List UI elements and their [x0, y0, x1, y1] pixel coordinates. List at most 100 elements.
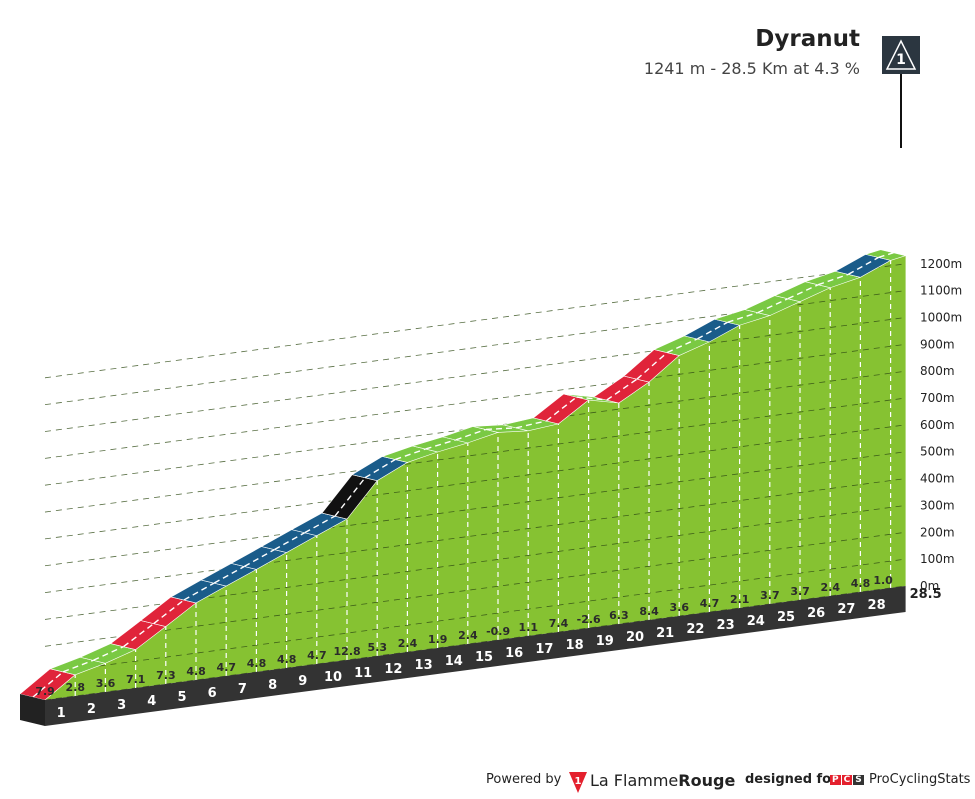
pcs-logo-icon: P C S: [830, 775, 864, 785]
pcs-letter: C: [841, 775, 853, 785]
km-label: 17: [535, 642, 553, 657]
km-label: 14: [445, 654, 463, 669]
road-centerline: [485, 427, 517, 431]
gradient-label: 2.4: [398, 637, 418, 650]
site-name: ProCyclingStats: [869, 772, 971, 787]
road-centerline: [516, 420, 547, 429]
km-label: 15: [475, 650, 493, 665]
km-label: 21: [656, 626, 674, 641]
gradient-label: 4.7: [217, 661, 237, 674]
gradient-label: 4.8: [186, 665, 206, 678]
road-centerline: [274, 532, 306, 551]
distance-base-side: [20, 694, 45, 726]
road-centerline: [425, 439, 457, 450]
gradient-label: -0.9: [486, 625, 510, 638]
road-centerline: [334, 477, 366, 517]
final-distance-label: 28.5: [910, 587, 942, 602]
gradient-label: 2.4: [821, 581, 841, 594]
km-label: 9: [298, 674, 307, 689]
gradient-bands: [19, 249, 907, 701]
altitude-tick-label: 800m: [920, 364, 955, 378]
altitude-tick-label: 100m: [920, 552, 955, 566]
gradient-label: 1.9: [428, 633, 448, 646]
category-1-marker: 1: [882, 36, 920, 148]
gradient-label: 4.7: [700, 597, 720, 610]
road-centerline: [606, 378, 638, 401]
road-centerline: [697, 321, 728, 340]
altitude-gridline: [44, 451, 906, 567]
gradient-label: 12.8: [334, 645, 361, 658]
powered-by-label: Powered by: [486, 772, 562, 787]
road-centerline: [244, 548, 275, 568]
road-centerline: [153, 599, 185, 625]
altitude-gridline: [44, 397, 906, 513]
altitude-tick-label: 1000m: [920, 310, 962, 324]
road-centerline: [576, 396, 607, 401]
altitude-tick-label: 300m: [920, 498, 955, 512]
altitude-tick-label: 1200m: [920, 257, 962, 271]
category-label: 1: [896, 52, 906, 68]
km-label: 20: [626, 630, 644, 645]
svg-text:1: 1: [575, 776, 582, 787]
km-label: 7: [238, 682, 247, 697]
gradient-label: 3.7: [760, 589, 780, 602]
km-label: 3: [117, 698, 126, 713]
km-label: 18: [566, 638, 584, 653]
gradient-label: 4.8: [247, 657, 267, 670]
gradient-label: 1.1: [519, 621, 539, 634]
road-centerline: [123, 622, 155, 648]
km-label: 2: [87, 702, 96, 717]
road-centerline: [545, 396, 578, 422]
distance-base: [20, 585, 906, 726]
gradient-label: 7.9: [35, 685, 55, 698]
brand-name-part-2: Rouge: [678, 771, 736, 790]
gradient-label: 7.1: [126, 673, 146, 686]
road-centerline: [62, 659, 94, 673]
road-centerline: [787, 284, 819, 300]
road-centerline: [455, 428, 487, 441]
gradient-label: 6.3: [609, 609, 629, 622]
altitude-gridline: [44, 263, 906, 379]
altitude-gridline: [44, 531, 906, 647]
road-centerline: [878, 252, 894, 259]
km-label: 5: [177, 690, 186, 705]
km-label: 1: [57, 706, 66, 721]
gradient-band: [864, 249, 907, 261]
chart-labels: 1 2 3 4 5 6 7 8 9 10 11 12 13 14 15 16 17 18 19 20 21 22 23 24 2…: [35, 257, 962, 721]
road-centerline: [213, 565, 245, 584]
road-centerline: [848, 256, 879, 275]
climb-name: Dyranut: [755, 26, 860, 52]
km-label: 25: [777, 610, 795, 625]
gradient-label: 2.1: [730, 593, 750, 606]
km-label: 23: [717, 618, 735, 633]
altitude-gridline: [44, 343, 906, 459]
altitude-tick-label: 700m: [920, 391, 955, 405]
altitude-tick-label: 900m: [920, 337, 955, 351]
road-centerline: [32, 671, 64, 698]
gradient-label: 3.6: [670, 601, 690, 614]
flame-logo-icon: 1: [569, 772, 587, 793]
altitude-grid: [44, 260, 906, 701]
altitude-gridline: [44, 290, 906, 406]
km-label: 27: [837, 602, 855, 617]
km-label: 22: [686, 622, 704, 637]
altitude-tick-label: 200m: [920, 525, 955, 539]
km-label: 26: [807, 606, 825, 621]
km-label: 13: [415, 658, 433, 673]
altitude-gridline: [44, 478, 906, 593]
gradient-label: 1.0: [873, 574, 893, 587]
altitude-tick-label: 400m: [920, 472, 955, 486]
road-centerline: [757, 298, 789, 314]
km-label: 4: [147, 694, 156, 709]
km-label: 12: [384, 662, 402, 677]
km-label: 8: [268, 678, 277, 693]
designed-for-label: designed for: [745, 772, 838, 787]
gradient-label: 3.6: [96, 677, 116, 690]
climb-stats: 1241 m - 28.5 Km at 4.3 %: [643, 59, 860, 78]
altitude-gridline: [44, 424, 906, 540]
km-label: 19: [596, 634, 614, 649]
gradient-label: 2.4: [458, 629, 478, 642]
altitude-gridline: [44, 317, 906, 432]
road-centerline: [93, 645, 124, 661]
